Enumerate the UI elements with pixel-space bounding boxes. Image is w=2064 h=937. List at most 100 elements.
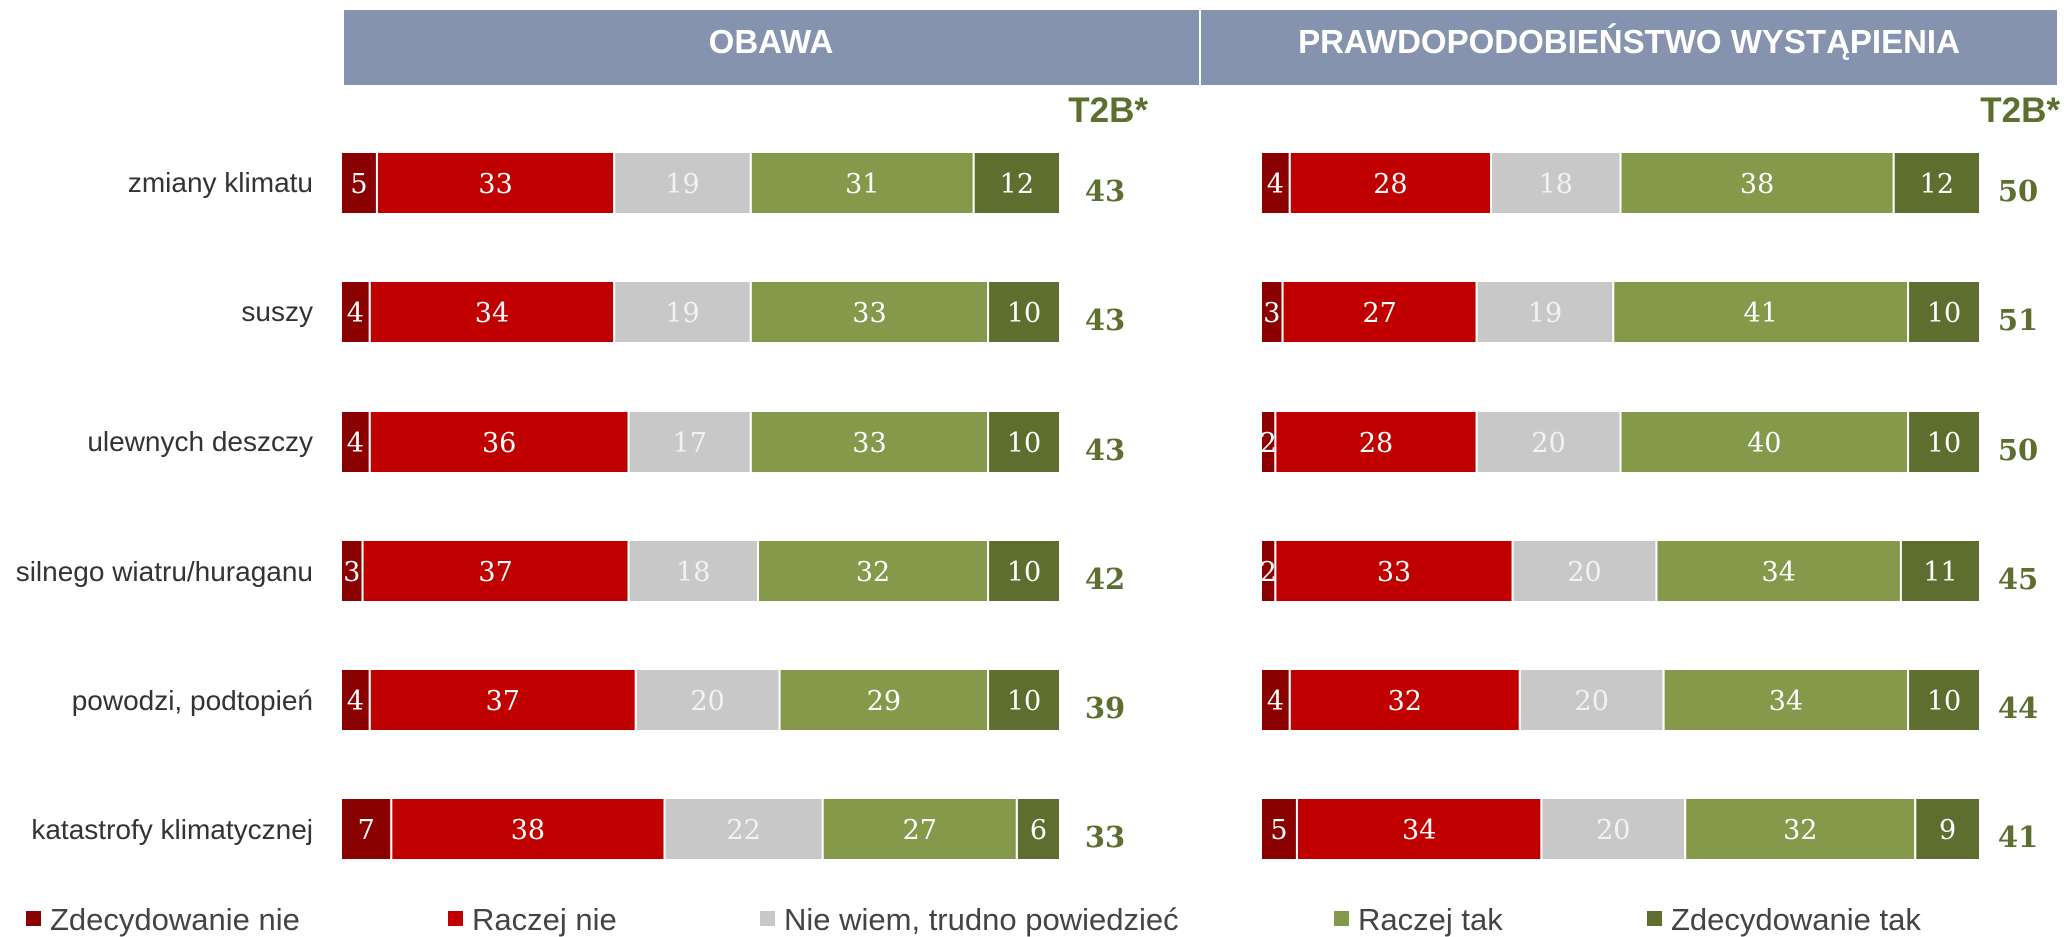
legend-swatch-raczej-nie bbox=[448, 911, 463, 926]
t2b-value: 43 bbox=[1085, 303, 1125, 337]
bar-segment-raczej-nie bbox=[361, 539, 630, 603]
bar-segment-zdecydowanie-tak bbox=[987, 280, 1061, 344]
t2b-header-obawa: T2B* bbox=[1068, 91, 1148, 130]
data-label: 12 bbox=[1920, 169, 1954, 200]
data-label: 5 bbox=[1270, 815, 1287, 846]
data-label: 10 bbox=[1007, 298, 1041, 329]
bar-segment-nie-wiem bbox=[627, 410, 752, 474]
bar-segment-zdecydowanie-tak bbox=[972, 151, 1061, 215]
data-label: 29 bbox=[867, 686, 901, 717]
bar-segment-zdecydowanie-nie bbox=[1260, 797, 1298, 861]
bar-segment-zdecydowanie-tak bbox=[1015, 797, 1061, 861]
bar-segment-nie-wiem bbox=[627, 539, 760, 603]
t2b-value: 50 bbox=[1998, 433, 2038, 467]
data-label: 4 bbox=[1267, 686, 1284, 717]
t2b-value: 51 bbox=[1998, 303, 2038, 337]
data-label: 31 bbox=[845, 169, 879, 200]
data-label: 12 bbox=[1000, 169, 1034, 200]
data-label: 38 bbox=[511, 815, 545, 846]
data-label: 17 bbox=[673, 428, 707, 459]
bar-segment-zdecydowanie-tak bbox=[987, 668, 1061, 732]
data-label: 2 bbox=[1260, 428, 1277, 459]
bar-segment-raczej-tak bbox=[778, 668, 990, 732]
bar-segment-zdecydowanie-nie bbox=[340, 410, 371, 474]
bar-segment-raczej-tak bbox=[1684, 797, 1917, 861]
panel-title-prawdopodobienstwo: PRAWDOPODOBIEŃSTWO WYSTĄPIENIA bbox=[1298, 23, 1960, 60]
data-label: 4 bbox=[347, 298, 364, 329]
data-label: 10 bbox=[1927, 428, 1961, 459]
data-label: 3 bbox=[1263, 298, 1280, 329]
data-label: 10 bbox=[1927, 298, 1961, 329]
bar-segment-nie-wiem bbox=[663, 797, 824, 861]
data-label: 20 bbox=[1575, 686, 1609, 717]
data-label: 11 bbox=[1923, 557, 1957, 588]
bar-segment-raczej-tak bbox=[1655, 539, 1902, 603]
bar-segment-nie-wiem bbox=[613, 280, 752, 344]
panel-title-obawa: OBAWA bbox=[709, 23, 834, 60]
data-label: 19 bbox=[665, 169, 699, 200]
legend-swatch-nie-wiem bbox=[760, 911, 775, 926]
bar-segment-nie-wiem bbox=[1475, 280, 1615, 344]
data-label: 33 bbox=[478, 169, 512, 200]
data-label: 37 bbox=[486, 686, 520, 717]
data-label: 33 bbox=[852, 428, 886, 459]
category-label: suszy bbox=[241, 296, 313, 327]
legend-swatch-zdecydowanie-tak bbox=[1647, 911, 1662, 926]
data-label: 32 bbox=[856, 557, 890, 588]
data-label: 34 bbox=[1402, 815, 1436, 846]
bar-segment-zdecydowanie-nie bbox=[340, 280, 371, 344]
bar-segment-raczej-nie bbox=[1288, 668, 1521, 732]
bar-segment-raczej-tak bbox=[1619, 151, 1895, 215]
data-label: 20 bbox=[1596, 815, 1630, 846]
bar-segment-zdecydowanie-tak bbox=[987, 410, 1061, 474]
category-label: zmiany klimatu bbox=[128, 167, 313, 198]
data-label: 28 bbox=[1359, 428, 1393, 459]
bar-segment-raczej-tak bbox=[749, 280, 990, 344]
data-label: 2 bbox=[1260, 557, 1277, 588]
bar-segment-raczej-tak bbox=[749, 410, 990, 474]
t2b-header-prawdopodobienstwo: T2B* bbox=[1980, 91, 2060, 130]
data-label: 3 bbox=[343, 557, 360, 588]
data-label: 34 bbox=[1769, 686, 1803, 717]
t2b-value: 50 bbox=[1998, 174, 2038, 208]
data-label: 10 bbox=[1007, 428, 1041, 459]
data-label: 36 bbox=[482, 428, 516, 459]
data-label: 32 bbox=[1388, 686, 1422, 717]
t2b-value: 43 bbox=[1085, 174, 1125, 208]
bar-segment-nie-wiem bbox=[1490, 151, 1622, 215]
category-label: powodzi, podtopień bbox=[72, 685, 313, 716]
bar-segment-zdecydowanie-nie bbox=[340, 797, 393, 861]
legend-label-raczej-tak: Raczej tak bbox=[1358, 902, 1503, 937]
category-label: ulewnych deszczy bbox=[87, 426, 313, 457]
bars-obawa: 5 33 19 31 12 434 34 19 33 10 434 36 17 33 10 433 37 18 32… bbox=[340, 151, 1125, 861]
data-label: 41 bbox=[1744, 298, 1778, 329]
data-label: 4 bbox=[347, 686, 364, 717]
data-label: 20 bbox=[1567, 557, 1601, 588]
data-label: 10 bbox=[1007, 686, 1041, 717]
data-label: 19 bbox=[1528, 298, 1562, 329]
bar-segment-raczej-nie bbox=[368, 280, 616, 344]
data-label: 6 bbox=[1030, 815, 1047, 846]
bar-segment-raczej-tak bbox=[1619, 410, 1910, 474]
t2b-value: 33 bbox=[1085, 820, 1125, 854]
category-label: katastrofy klimatycznej bbox=[31, 814, 313, 845]
data-label: 19 bbox=[665, 298, 699, 329]
bar-segment-zdecydowanie-nie bbox=[1260, 668, 1291, 732]
t2b-value: 45 bbox=[1998, 562, 2038, 596]
panel-header-prawdopodobienstwo bbox=[1201, 10, 2057, 85]
data-label: 34 bbox=[475, 298, 509, 329]
bar-segment-zdecydowanie-tak bbox=[1899, 539, 1982, 603]
data-label: 37 bbox=[478, 557, 512, 588]
bar-segment-zdecydowanie-tak bbox=[1914, 797, 1982, 861]
panel-header-obawa bbox=[344, 10, 1199, 85]
t2b-value: 41 bbox=[1998, 820, 2038, 854]
data-label: 10 bbox=[1007, 557, 1041, 588]
data-label: 18 bbox=[676, 557, 710, 588]
bar-segment-nie-wiem bbox=[1518, 668, 1665, 732]
bars-prawdopodobienstwo: 4 28 18 38 12 50 3 27 19 41 10 51 2 28 20 40 10 50 2 33 20 34… bbox=[1260, 151, 2038, 861]
data-label: 5 bbox=[350, 169, 367, 200]
data-label: 20 bbox=[1531, 428, 1565, 459]
bar-segment-raczej-nie bbox=[368, 410, 630, 474]
data-label: 32 bbox=[1783, 815, 1817, 846]
